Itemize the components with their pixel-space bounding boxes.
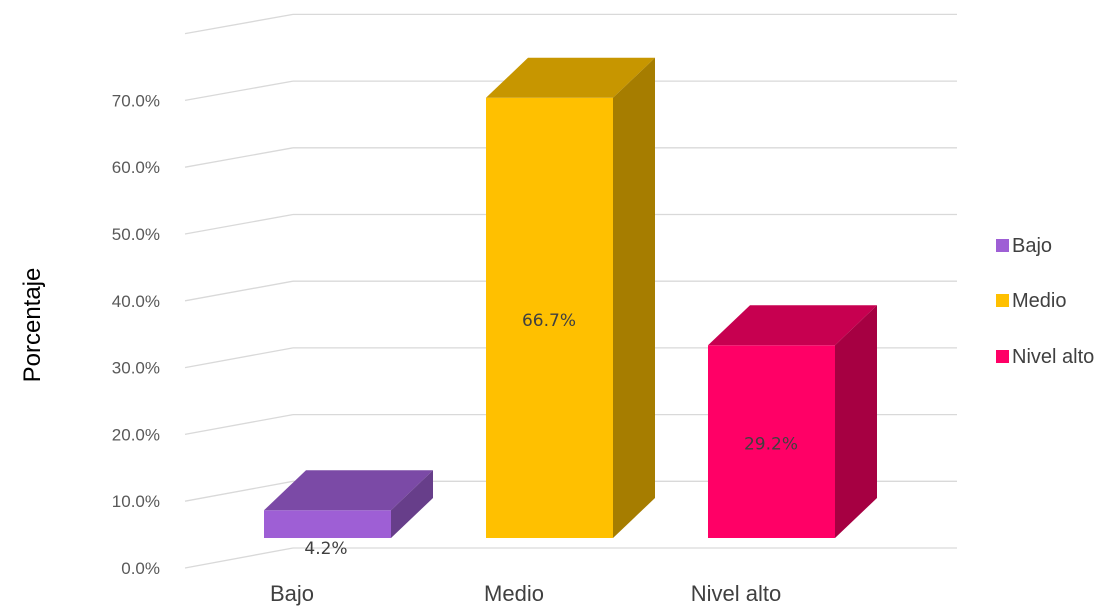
- bar-front-face: [264, 510, 391, 538]
- data-label: 66.7%: [522, 311, 576, 331]
- y-axis-title: Porcentaje: [19, 268, 46, 383]
- data-label: 4.2%: [304, 539, 347, 559]
- gridline-10-diag: [184, 480, 294, 502]
- bar-front-face: [708, 345, 835, 538]
- bar-top-face: [486, 57, 655, 98]
- gridline-70-diag: [184, 80, 294, 102]
- legend-item: Bajo: [996, 235, 1052, 257]
- legend: Bajo Medio Nivel alto: [996, 235, 1094, 368]
- y-tick-label: 30.0%: [112, 359, 160, 378]
- data-label: 29.2%: [744, 435, 798, 455]
- bar-medio: [486, 57, 655, 538]
- y-tick-label: 0.0%: [121, 559, 160, 578]
- legend-item: Medio: [996, 290, 1066, 312]
- x-tick-label: Nivel alto: [691, 581, 781, 606]
- gridline-30-diag: [184, 347, 294, 369]
- bar-side-face: [613, 57, 655, 538]
- y-tick-label: 60.0%: [112, 158, 160, 177]
- bar-top-face: [708, 305, 877, 346]
- y-tick-label: 10.0%: [112, 492, 160, 511]
- x-tick-label: Bajo: [270, 581, 314, 606]
- bars: [264, 57, 877, 538]
- bar-nivel-alto: [708, 305, 877, 538]
- gridline-50-diag: [184, 213, 294, 235]
- x-tick-label: Medio: [484, 581, 544, 606]
- gridline-20-diag: [184, 413, 294, 436]
- y-tick-label: 50.0%: [112, 225, 160, 244]
- legend-swatch: [996, 239, 1009, 252]
- legend-label: Medio: [1012, 290, 1066, 312]
- bar-side-face: [835, 305, 877, 538]
- bar-top-face: [264, 470, 433, 511]
- legend-item: Nivel alto: [996, 346, 1094, 368]
- legend-label: Nivel alto: [1012, 346, 1094, 368]
- y-axis-ticks: 0.0% 10.0% 20.0% 30.0% 40.0% 50.0% 60.0% 70.0%: [112, 91, 160, 578]
- legend-swatch: [996, 350, 1009, 363]
- gridline-0-diag: [184, 547, 294, 569]
- gridline-60-diag: [184, 147, 294, 168]
- y-tick-label: 20.0%: [112, 425, 160, 444]
- bar-bajo: [264, 470, 433, 538]
- y-tick-label: 70.0%: [112, 91, 160, 110]
- y-tick-label: 40.0%: [112, 292, 160, 311]
- legend-swatch: [996, 294, 1009, 307]
- gridline-40-diag: [184, 280, 294, 302]
- x-axis-ticks: Bajo Medio Nivel alto: [270, 581, 781, 606]
- bar-side-face: [391, 470, 433, 538]
- legend-label: Bajo: [1012, 235, 1052, 257]
- gridline-80-diag: [184, 13, 294, 35]
- bar-front-face: [486, 97, 613, 538]
- data-labels: 4.2% 66.7% 29.2%: [304, 311, 798, 559]
